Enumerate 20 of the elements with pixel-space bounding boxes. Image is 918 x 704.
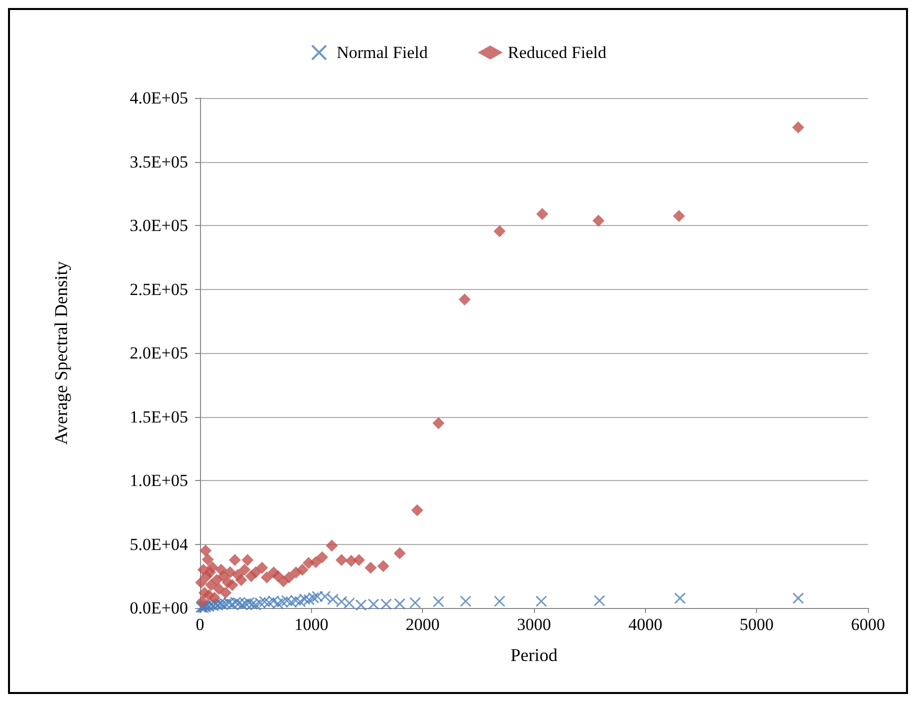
x-tick-label: 3000 — [517, 615, 551, 634]
y-axis-title: Average Spectral Density — [51, 261, 71, 445]
x-tick-label: 2000 — [406, 615, 440, 634]
x-tick-label: 4000 — [628, 615, 662, 634]
y-tick-label: 5.0E+04 — [130, 534, 188, 554]
x-tick-label: 0 — [196, 615, 204, 634]
y-tick-label: 1.5E+05 — [130, 407, 188, 426]
y-tick-label: 2.0E+05 — [130, 344, 188, 362]
y-tick-label: 3.0E+05 — [130, 216, 188, 235]
legend-label: Normal Field — [336, 43, 428, 62]
y-tick-label: 4.0E+05 — [130, 88, 188, 108]
y-tick-label: 1.0E+05 — [130, 471, 188, 490]
x-tick-label: 5000 — [740, 615, 774, 634]
x-tick-label: 1000 — [294, 615, 328, 634]
x-axis-title: Period — [510, 645, 558, 665]
x-tick-label: 6000 — [851, 615, 885, 634]
y-tick-label: 3.5E+05 — [130, 152, 188, 172]
y-tick-label: 0.0E+00 — [130, 598, 188, 618]
legend-label: Reduced Field — [508, 43, 607, 62]
y-tick-label: 2.5E+05 — [130, 280, 188, 299]
